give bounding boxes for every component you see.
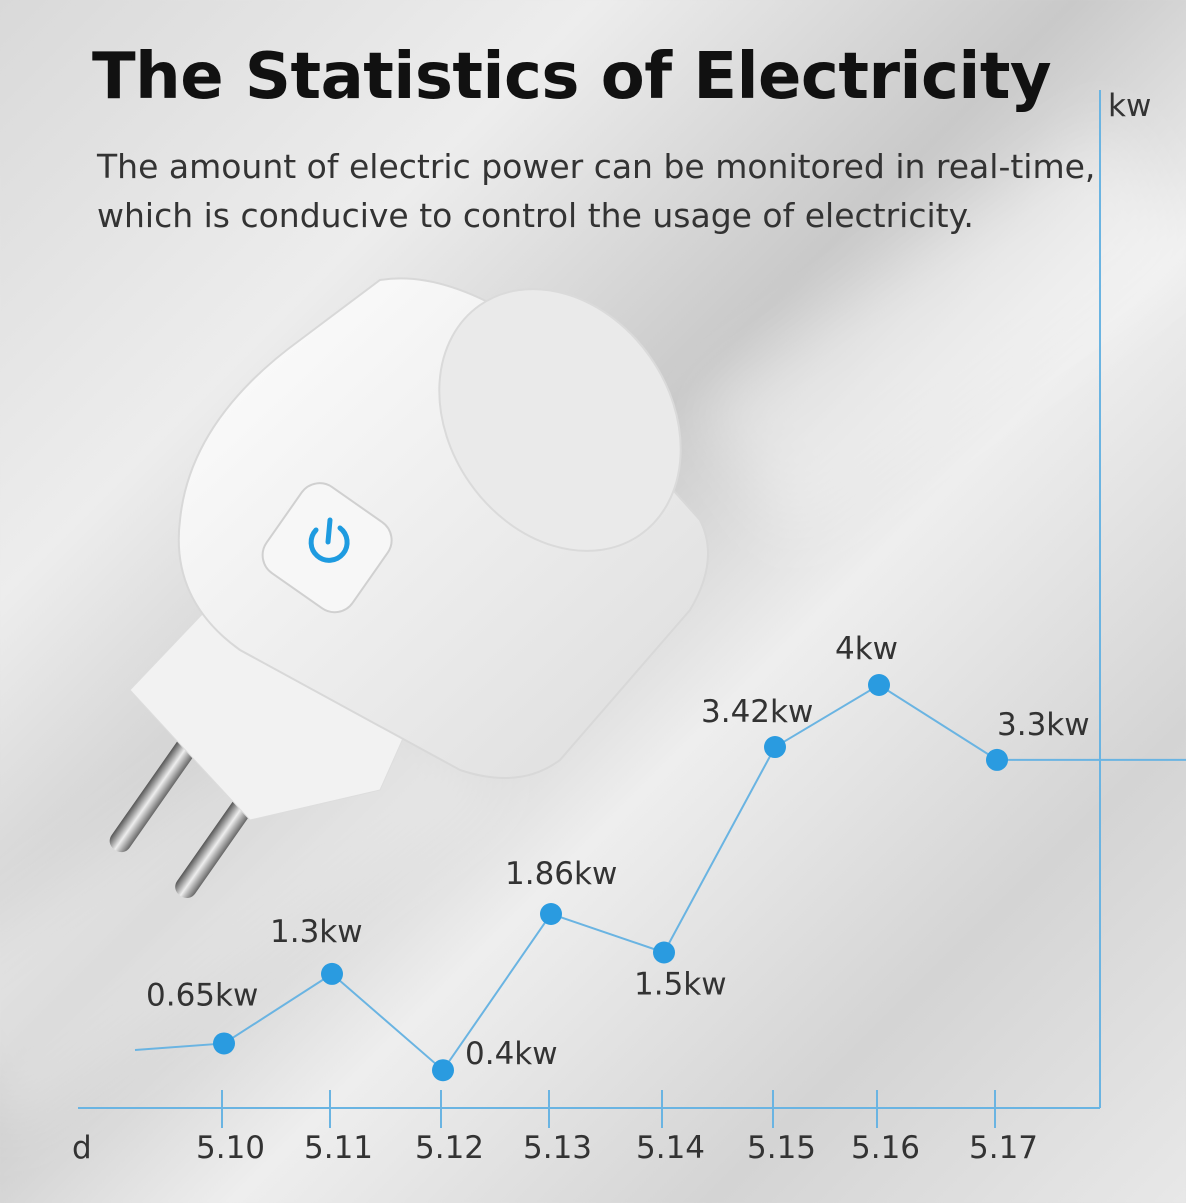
data-point <box>432 1059 454 1082</box>
data-label: 1.5kw <box>634 967 727 1003</box>
y-axis-label: kw <box>1108 88 1151 124</box>
data-point <box>764 736 786 759</box>
x-tick-label: 5.10 <box>196 1130 265 1166</box>
power-icon <box>308 517 350 563</box>
x-tick-label: 5.17 <box>969 1130 1038 1166</box>
data-label: 3.42kw <box>701 694 813 730</box>
data-point <box>653 941 675 964</box>
power-button <box>261 482 393 614</box>
data-point <box>868 674 890 696</box>
data-label: 0.4kw <box>465 1036 558 1072</box>
data-point <box>986 748 1008 771</box>
socket-face <box>438 288 682 552</box>
data-point <box>213 1032 235 1055</box>
data-label: 0.65kw <box>146 977 258 1013</box>
x-tick-label: 5.16 <box>851 1130 920 1166</box>
subtitle-line-1: The amount of electric power can be moni… <box>97 147 1096 186</box>
data-label: 1.86kw <box>505 856 617 892</box>
data-label: 1.3kw <box>270 914 363 950</box>
page-title: The Statistics of Electricity <box>92 40 1052 114</box>
x-tick-label: 5.13 <box>523 1130 592 1166</box>
data-point <box>540 902 562 925</box>
subtitle-line-2: which is conducive to control the usage … <box>97 196 974 235</box>
page-subtitle: The amount of electric power can be moni… <box>97 142 1097 240</box>
data-point <box>321 962 343 985</box>
data-label: 4kw <box>835 631 898 667</box>
series-line <box>134 683 1186 1072</box>
smart-plug <box>109 277 709 899</box>
x-tick-label: 5.15 <box>747 1130 816 1166</box>
data-label: 3.3kw <box>997 707 1090 743</box>
x-tick-label: 5.14 <box>636 1130 705 1166</box>
x-tick-label: 5.11 <box>304 1130 373 1166</box>
x-tick-label: 5.12 <box>415 1130 484 1166</box>
x-axis-label: d <box>72 1130 92 1166</box>
